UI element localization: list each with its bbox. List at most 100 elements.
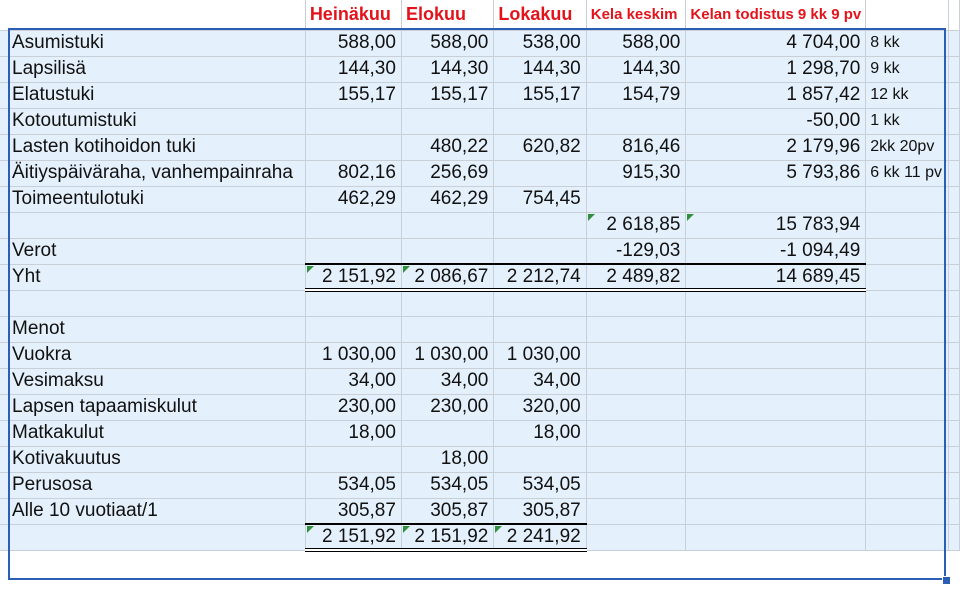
row-label[interactable]: Äitiyspäiväraha, vanhempainraha (0, 160, 306, 187)
row-label[interactable]: Matkakulut (0, 420, 306, 447)
cell-empty[interactable] (865, 420, 950, 447)
cell-empty[interactable] (948, 212, 960, 239)
cell-empty[interactable] (305, 238, 402, 265)
row-label[interactable]: Lapsilisä (0, 56, 306, 83)
total-heinakuu[interactable]: 2 151,92 (305, 263, 402, 292)
total-lokakuu[interactable]: 2 212,74 (493, 263, 587, 292)
cell-heinakuu[interactable]: 144,30 (305, 56, 402, 83)
cell-empty[interactable] (948, 56, 960, 83)
cell-elokuu[interactable] (401, 420, 495, 447)
cell-empty[interactable] (586, 420, 687, 447)
cell-empty[interactable] (305, 290, 402, 317)
row-label[interactable]: Vuokra (0, 342, 306, 369)
cell-empty[interactable] (948, 316, 960, 343)
cell-kelan-todistus[interactable]: 1 857,42 (685, 82, 867, 109)
cell-empty[interactable] (586, 498, 687, 525)
cell-empty[interactable] (865, 524, 950, 551)
cell-empty[interactable] (865, 394, 950, 421)
cell-duration-note[interactable]: 12 kk (865, 82, 950, 109)
cell-kela-keskim[interactable] (586, 186, 687, 213)
cell-empty[interactable] (493, 290, 587, 317)
cell-kelan-todistus[interactable] (685, 186, 867, 213)
cell-empty[interactable] (865, 498, 950, 525)
cell-duration-note[interactable]: 2kk 20pv (865, 134, 950, 161)
cell-empty[interactable] (685, 368, 867, 395)
cell-duration-note[interactable]: 6 kk 11 pv (865, 160, 950, 187)
cell-elokuu[interactable]: 534,05 (401, 472, 495, 499)
row-label[interactable]: Lapsen tapaamiskulut (0, 394, 306, 421)
cell-elokuu[interactable] (401, 108, 495, 135)
cell-empty[interactable] (865, 368, 950, 395)
cell-empty[interactable] (685, 394, 867, 421)
cell-lokakuu[interactable]: 538,00 (493, 30, 587, 57)
header-kela-keskim[interactable]: Kela keskim (586, 0, 687, 31)
expense-total-lokakuu[interactable]: 2 241,92 (493, 523, 587, 552)
total-kelan-todistus[interactable]: 14 689,45 (685, 263, 867, 292)
cell-heinakuu[interactable]: 34,00 (305, 368, 402, 395)
cell-empty[interactable] (865, 290, 950, 317)
cell-empty[interactable] (865, 264, 950, 291)
cell-elokuu[interactable]: 256,69 (401, 160, 495, 187)
cell-kela-keskim[interactable] (586, 108, 687, 135)
row-label[interactable]: Elatustuki (0, 82, 306, 109)
cell-empty[interactable] (948, 498, 960, 525)
row-label[interactable]: Lasten kotihoidon tuki (0, 134, 306, 161)
row-label[interactable]: Vesimaksu (0, 368, 306, 395)
cell-empty[interactable] (685, 524, 867, 551)
row-label[interactable]: Toimeentulotuki (0, 186, 306, 213)
cell-kelan-todistus[interactable]: 2 179,96 (685, 134, 867, 161)
cell-heinakuu[interactable]: 18,00 (305, 420, 402, 447)
cell-kela-keskim[interactable]: 816,46 (586, 134, 687, 161)
cell-elokuu[interactable]: 305,87 (401, 498, 495, 525)
cell-empty[interactable] (948, 446, 960, 473)
cell-empty[interactable] (586, 472, 687, 499)
row-label[interactable]: Kotoutumistuki (0, 108, 306, 135)
cell-empty[interactable] (948, 264, 960, 291)
cell-empty[interactable] (305, 316, 402, 343)
cell-empty[interactable] (493, 238, 587, 265)
cell-lokakuu[interactable]: 305,87 (493, 498, 587, 525)
cell-kelan-todistus[interactable]: -50,00 (685, 108, 867, 135)
cell-elokuu[interactable]: 155,17 (401, 82, 495, 109)
cell-empty[interactable] (401, 238, 495, 265)
subtotal-kelan-todistus[interactable]: 15 783,94 (685, 212, 867, 239)
cell-empty[interactable] (948, 368, 960, 395)
cell-empty[interactable] (948, 420, 960, 447)
cell-lokakuu[interactable]: 34,00 (493, 368, 587, 395)
header-cell-g[interactable] (865, 0, 950, 31)
cell-empty[interactable] (685, 316, 867, 343)
cell-lokakuu[interactable]: 620,82 (493, 134, 587, 161)
cell-heinakuu[interactable]: 462,29 (305, 186, 402, 213)
cell-empty[interactable] (685, 290, 867, 317)
cell-heinakuu[interactable]: 230,00 (305, 394, 402, 421)
header-kelan-todistus[interactable]: Kelan todistus 9 kk 9 pv (685, 0, 867, 31)
cell-elokuu[interactable]: 480,22 (401, 134, 495, 161)
cell-empty[interactable] (865, 446, 950, 473)
cell-empty[interactable] (401, 316, 495, 343)
cell-empty[interactable] (685, 472, 867, 499)
fill-handle[interactable] (942, 576, 951, 585)
total-kela-keskim[interactable]: 2 489,82 (586, 263, 687, 292)
cell-empty[interactable] (586, 290, 687, 317)
header-heinakuu[interactable]: Heinäkuu (305, 0, 402, 31)
cell-duration-note[interactable] (865, 186, 950, 213)
cell-empty[interactable] (305, 212, 402, 239)
cell-duration-note[interactable]: 8 kk (865, 30, 950, 57)
cell-lokakuu[interactable]: 320,00 (493, 394, 587, 421)
cell-empty[interactable] (0, 524, 306, 551)
expenses-heading[interactable]: Menot (0, 316, 306, 343)
cell-kelan-todistus[interactable]: 1 298,70 (685, 56, 867, 83)
expense-total-heinakuu[interactable]: 2 151,92 (305, 523, 402, 552)
cell-empty[interactable] (948, 472, 960, 499)
cell-elokuu[interactable]: 230,00 (401, 394, 495, 421)
cell-empty[interactable] (586, 316, 687, 343)
cell-heinakuu[interactable]: 1 030,00 (305, 342, 402, 369)
cell-lokakuu[interactable]: 534,05 (493, 472, 587, 499)
total-elokuu[interactable]: 2 086,67 (401, 263, 495, 292)
cell-elokuu[interactable]: 34,00 (401, 368, 495, 395)
cell-empty[interactable] (948, 134, 960, 161)
subtotal-kela-keskim[interactable]: 2 618,85 (586, 212, 687, 239)
cell-empty[interactable] (493, 316, 587, 343)
cell-empty[interactable] (948, 238, 960, 265)
cell-empty[interactable] (948, 108, 960, 135)
